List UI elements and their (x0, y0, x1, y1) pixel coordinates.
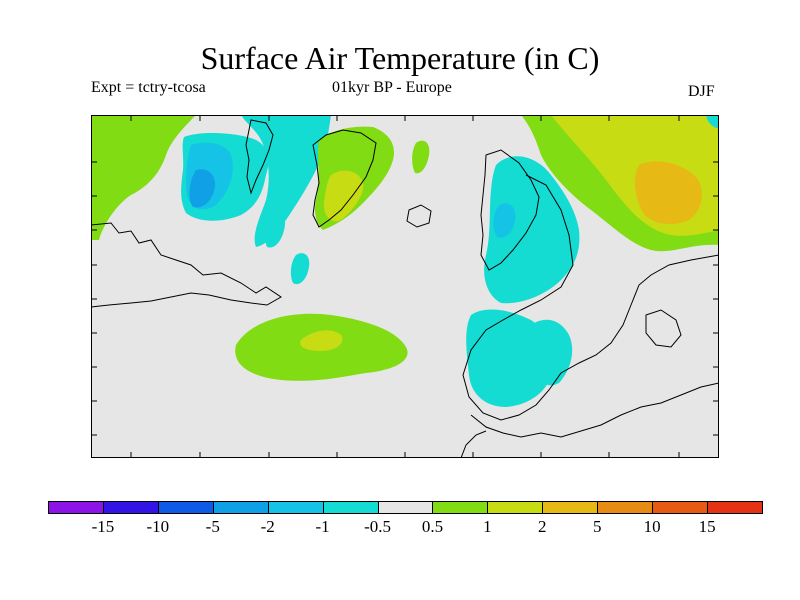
season-label: DJF (688, 83, 715, 100)
map-frame-ticks (91, 115, 719, 458)
color-legend (48, 501, 763, 515)
legend-tick-label: 0.5 (421, 517, 444, 536)
anomaly-region-russia-orange (634, 161, 702, 225)
coastline-med-africa (470, 382, 720, 438)
anomaly-region-europe-light-blue (493, 203, 516, 238)
legend-color-cell (707, 501, 763, 514)
legend-color-cell (322, 501, 379, 514)
chart-title: Surface Air Temperature (in C) (200, 40, 600, 76)
period-label: 01kyr BP - Europe (332, 79, 452, 96)
legend-color-cell (487, 501, 544, 514)
legend-tick-label: 1 (483, 517, 492, 536)
temperature-map (90, 115, 720, 459)
anomaly-region-med-cyan (529, 319, 573, 386)
coastline-north-africa (460, 430, 487, 459)
experiment-label: Expt = tctry-tcosa (91, 79, 206, 96)
legend-color-cell (267, 501, 324, 514)
legend-tick-label: -0.5 (364, 517, 391, 536)
legend-color-cell (212, 501, 269, 514)
legend-tick-label: -1 (315, 517, 330, 536)
coastline-caspian-black-sea (645, 309, 682, 348)
coastline-arctic-islands (245, 119, 274, 195)
anomaly-region-atlantic-cyan-1 (290, 253, 310, 285)
legend-color-cell (542, 501, 599, 514)
coastline-iceland (406, 204, 432, 228)
legend-tick-label: -10 (146, 517, 170, 536)
anomaly-region-scandinavia-cyan (484, 156, 580, 304)
legend-tick-label: -15 (91, 517, 115, 536)
legend-color-cell (377, 501, 434, 514)
anomaly-region-atlantic-cyan-2 (264, 213, 286, 248)
legend-color-cell (652, 501, 709, 514)
legend-color-cell (102, 501, 159, 514)
anomaly-region-nw-green (91, 115, 196, 240)
legend-tick-label: 5 (592, 517, 602, 536)
map-svg (90, 115, 720, 459)
anomaly-region-atlantic-yellow (300, 330, 343, 351)
coastline-north-america (90, 222, 282, 308)
coastline-greenland (312, 129, 377, 228)
legend-color-cell (157, 501, 214, 514)
legend-tick-label: 2 (538, 517, 547, 536)
anomaly-region-greenland-yellow (323, 170, 364, 222)
legend-color-cell (432, 501, 489, 514)
anomaly-region-iceland-green (412, 140, 430, 174)
legend-tick-label: 10 (643, 517, 661, 536)
anomaly-region-baffin-cyan (241, 115, 331, 247)
legend-color-cell (597, 501, 654, 514)
coastline-scandinavia (480, 149, 540, 271)
legend-tick-label: -5 (205, 517, 220, 536)
anomaly-region-canada-deep-blue (189, 169, 216, 208)
legend-tick-label: -2 (260, 517, 275, 536)
legend-tick-label: 15 (698, 517, 716, 536)
coastline-europe (462, 174, 720, 421)
anomaly-region-ne-corner-cyan (706, 115, 719, 129)
legend-color-cell (48, 501, 104, 514)
coastlines (90, 119, 720, 459)
